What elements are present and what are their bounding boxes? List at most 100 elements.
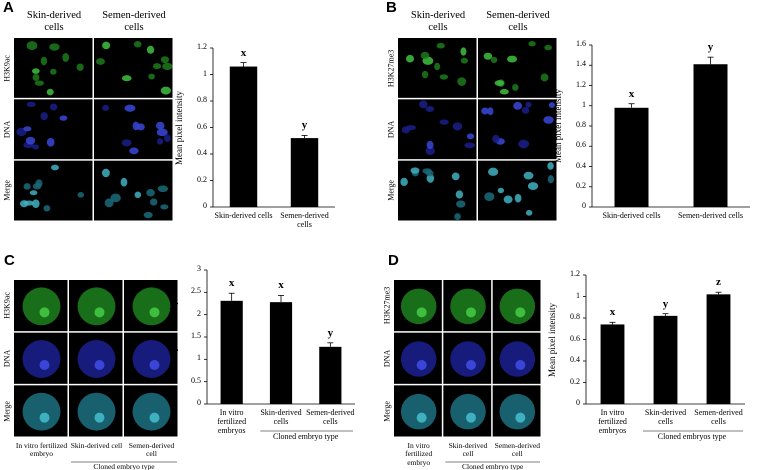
nucleus xyxy=(133,41,142,48)
embryo xyxy=(77,392,116,431)
image-column-label: In vitro fertilized embryo xyxy=(405,441,433,467)
y-tick-label: 1.6 xyxy=(576,39,586,48)
y-tick-label: 0.4 xyxy=(570,355,580,364)
embryo xyxy=(77,287,116,326)
nucleus xyxy=(129,147,139,155)
image-row-label: DNA xyxy=(2,120,12,139)
embryo xyxy=(499,341,536,377)
nucleus xyxy=(528,40,536,47)
nucleus xyxy=(134,191,142,199)
embryo xyxy=(450,341,486,377)
embryo-core xyxy=(416,307,427,318)
nucleus xyxy=(452,122,463,131)
image-column-label: In vitro fertilized embryo xyxy=(15,441,68,459)
embryo-core xyxy=(39,307,50,318)
nucleus xyxy=(29,190,38,196)
x-tick-label: Semen-derived cells xyxy=(306,408,355,426)
nucleus xyxy=(507,55,518,63)
nucleus xyxy=(488,167,499,176)
nucleus xyxy=(102,41,111,50)
y-tick-label: 0.4 xyxy=(197,148,207,157)
nucleus xyxy=(77,192,85,198)
image-row-label: H3K9ac xyxy=(2,54,12,82)
nucleus xyxy=(102,104,110,111)
x-tick-label: Skin-derived cells xyxy=(260,408,302,426)
nucleus xyxy=(425,146,435,156)
y-tick-label: 0.2 xyxy=(576,180,586,190)
nucleus xyxy=(514,193,522,203)
nucleus xyxy=(490,56,498,64)
nucleus xyxy=(420,51,430,60)
image-row-label: DNA xyxy=(382,349,392,368)
bar xyxy=(706,294,731,404)
nucleus xyxy=(543,116,554,124)
nucleus xyxy=(464,142,476,149)
nucleus xyxy=(523,171,534,180)
image-row-label: DNA xyxy=(386,120,396,139)
nucleus xyxy=(59,115,68,121)
embryo-core xyxy=(466,307,476,318)
bar xyxy=(269,302,293,404)
embryo-core xyxy=(94,307,105,318)
nucleus xyxy=(547,175,555,184)
nucleus xyxy=(457,77,467,86)
nucleus xyxy=(110,193,121,203)
nucleus xyxy=(32,199,40,208)
y-tick-label: 0 xyxy=(582,201,586,210)
embryo xyxy=(400,341,437,377)
image-row-label: H3K27me3 xyxy=(386,49,396,87)
micrograph xyxy=(14,160,93,221)
embryo xyxy=(132,392,171,431)
nucleus xyxy=(425,105,435,112)
nucleus xyxy=(456,200,466,208)
nucleus xyxy=(527,182,539,190)
x-group-label: Cloned embryos type xyxy=(657,432,727,441)
nucleus xyxy=(121,139,132,147)
nucleus xyxy=(544,44,553,51)
nucleus xyxy=(35,179,43,188)
image-group-label: Cloned embryo type xyxy=(462,462,524,470)
embryo-core xyxy=(515,360,526,370)
nucleus xyxy=(434,62,441,71)
nucleus xyxy=(451,172,460,181)
nucleus xyxy=(49,43,60,51)
image-column-label: Skin-derived cells xyxy=(410,10,466,33)
bar xyxy=(220,300,243,404)
panel-letter: C xyxy=(4,252,15,269)
y-tick-label: 0.8 xyxy=(576,120,586,129)
nucleus xyxy=(460,57,469,64)
y-tick-label: 0.6 xyxy=(570,333,580,343)
nucleus xyxy=(426,140,434,150)
nucleus xyxy=(160,86,171,95)
nucleus xyxy=(439,74,449,80)
image-row-label: Merge xyxy=(386,180,396,202)
significance-letter: x xyxy=(278,279,284,292)
embryo-core xyxy=(416,412,427,423)
y-tick-label: 0.8 xyxy=(197,95,207,104)
bar xyxy=(290,138,319,207)
x-tick-label: Skin-derived cells xyxy=(602,211,661,220)
nucleus xyxy=(156,121,165,130)
embryo xyxy=(450,288,486,325)
nucleus xyxy=(157,185,169,193)
embryo xyxy=(22,340,61,378)
embryo xyxy=(499,393,536,430)
y-tick-label: 2 xyxy=(197,308,201,318)
y-tick-label: 1 xyxy=(203,68,207,78)
nucleus xyxy=(32,144,40,150)
image-column-label: Semen-derived cells xyxy=(102,10,166,33)
nucleus xyxy=(40,112,48,121)
nucleus xyxy=(419,100,428,109)
image-row-label: Merge xyxy=(382,400,392,422)
x-tick-label: Semen-derived cells xyxy=(280,211,329,229)
embryo xyxy=(22,287,61,326)
nucleus xyxy=(400,177,408,187)
nucleus xyxy=(410,167,420,174)
image-column-label: Skin-derived cell xyxy=(448,441,488,459)
y-tick-label: 0 xyxy=(576,398,580,407)
nucleus xyxy=(146,189,155,197)
nucleus xyxy=(46,137,55,147)
nucleus xyxy=(143,211,153,219)
